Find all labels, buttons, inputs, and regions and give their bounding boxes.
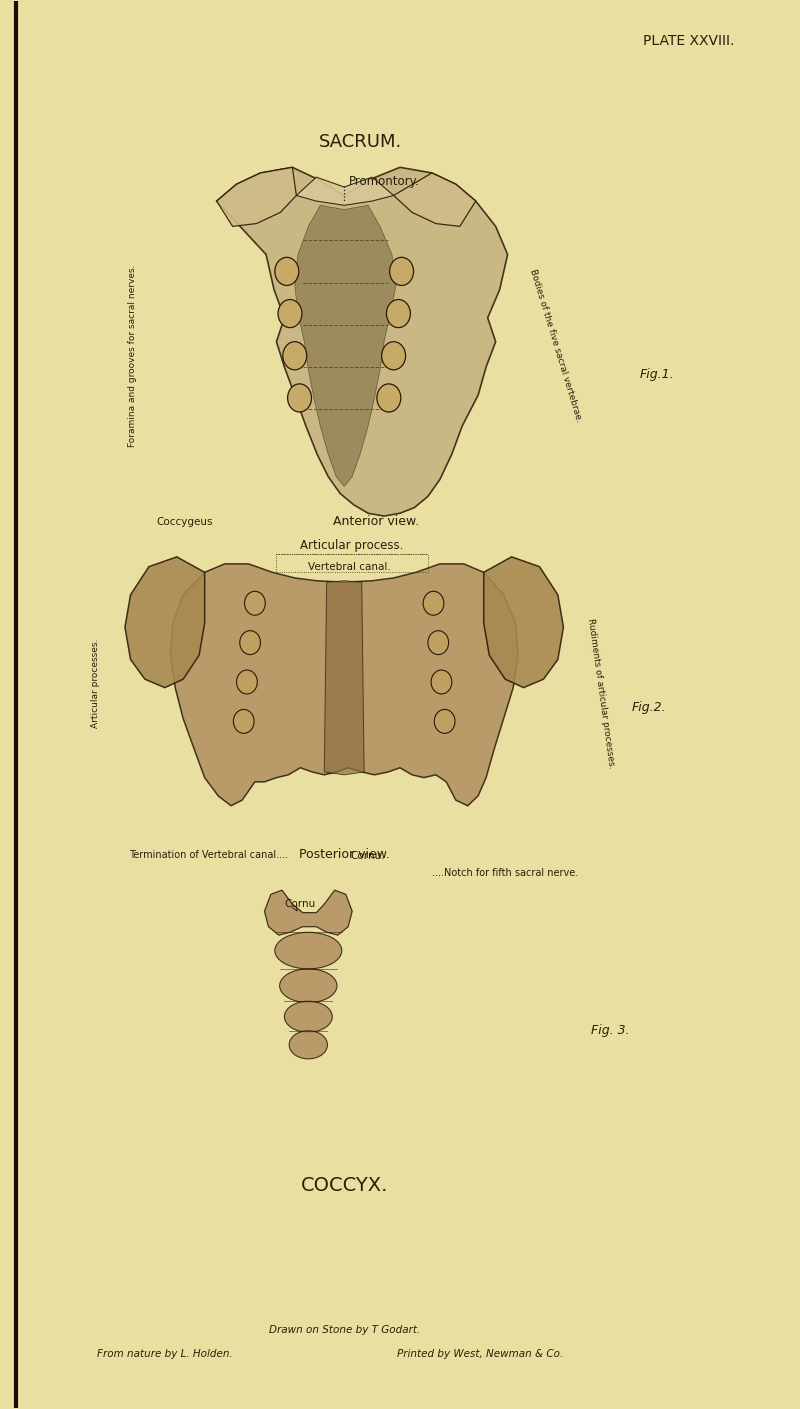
Polygon shape — [484, 557, 563, 688]
Text: Fig.1.: Fig.1. — [639, 368, 674, 380]
Text: Drawn on Stone by T Godart.: Drawn on Stone by T Godart. — [269, 1326, 420, 1336]
Ellipse shape — [285, 1002, 332, 1033]
Text: Rudiments of articular processes.: Rudiments of articular processes. — [586, 617, 616, 769]
Ellipse shape — [386, 300, 410, 328]
Ellipse shape — [237, 671, 258, 695]
Ellipse shape — [278, 300, 302, 328]
Polygon shape — [394, 173, 476, 227]
Polygon shape — [296, 178, 394, 206]
Ellipse shape — [423, 592, 444, 616]
Ellipse shape — [289, 1031, 327, 1060]
Ellipse shape — [240, 631, 261, 655]
Text: Posterior view.: Posterior view. — [298, 848, 390, 861]
Polygon shape — [265, 890, 352, 936]
Ellipse shape — [275, 258, 298, 286]
Polygon shape — [324, 581, 364, 775]
Text: Fig.2.: Fig.2. — [631, 700, 666, 714]
Text: Termination of Vertebral canal....: Termination of Vertebral canal.... — [129, 850, 288, 859]
Text: From nature by L. Holden.: From nature by L. Holden. — [97, 1350, 233, 1360]
Text: Articular process.: Articular process. — [301, 540, 404, 552]
Text: PLATE XXVIII.: PLATE XXVIII. — [643, 34, 735, 48]
Ellipse shape — [280, 969, 337, 1003]
Text: Foramina and grooves for sacral nerves.: Foramina and grooves for sacral nerves. — [129, 265, 138, 447]
Ellipse shape — [390, 258, 414, 286]
Ellipse shape — [287, 383, 311, 411]
Ellipse shape — [431, 671, 452, 695]
Polygon shape — [217, 168, 508, 516]
Ellipse shape — [434, 709, 455, 733]
Text: Printed by West, Newman & Co.: Printed by West, Newman & Co. — [397, 1350, 563, 1360]
Text: SACRUM.: SACRUM. — [318, 132, 402, 151]
Text: Articular processes.: Articular processes. — [91, 638, 100, 728]
Text: Promontory.: Promontory. — [349, 175, 419, 187]
Ellipse shape — [234, 709, 254, 733]
Ellipse shape — [245, 592, 266, 616]
Text: Vertebral canal.: Vertebral canal. — [308, 562, 391, 572]
Text: Cornu.: Cornu. — [350, 851, 386, 861]
Ellipse shape — [377, 383, 401, 411]
Ellipse shape — [275, 933, 342, 969]
Text: ....Notch for fifth sacral nerve.: ....Notch for fifth sacral nerve. — [432, 868, 578, 878]
Text: COCCYX.: COCCYX. — [301, 1177, 388, 1195]
Text: Bodies of the five sacral vertebrae.: Bodies of the five sacral vertebrae. — [528, 268, 583, 424]
Polygon shape — [217, 168, 296, 227]
Text: Cornu: Cornu — [285, 899, 316, 909]
Ellipse shape — [283, 342, 306, 369]
Text: Coccygeus: Coccygeus — [156, 517, 213, 527]
Ellipse shape — [382, 342, 406, 369]
Text: Anterior view.: Anterior view. — [333, 516, 419, 528]
Polygon shape — [294, 206, 396, 486]
Polygon shape — [170, 564, 518, 806]
Ellipse shape — [428, 631, 449, 655]
Polygon shape — [125, 557, 205, 688]
Text: Fig. 3.: Fig. 3. — [591, 1024, 630, 1037]
